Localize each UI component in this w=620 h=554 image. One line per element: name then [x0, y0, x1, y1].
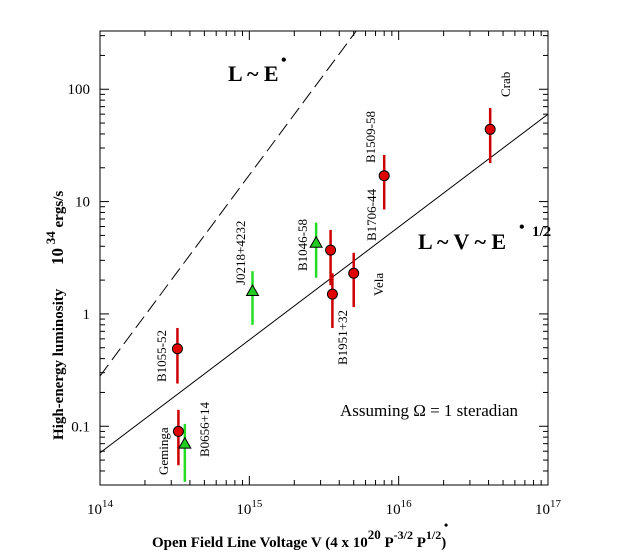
axis-ticks — [99, 31, 548, 486]
marker-vela — [348, 267, 360, 279]
solid-trend-line — [100, 113, 548, 454]
x-tick-label: 1014 — [87, 498, 114, 518]
y-tick-label: 1 — [83, 307, 91, 323]
x-axis-title: Open Field Line Voltage V (4 x 10 — [152, 535, 368, 551]
shallow-sup: 1/2 — [532, 224, 551, 240]
x-label-mid: P — [381, 535, 394, 551]
y-tick-label: 10 — [75, 195, 90, 211]
shallow-label: L ~ V ~ E — [418, 229, 506, 254]
point-label-j0218-4232: J0218+4232 — [233, 221, 248, 285]
marker-crab — [484, 123, 496, 135]
y-unit-base: 10 — [48, 248, 67, 265]
annotation-shallow: L ~ V ~ E • 1/2 — [418, 219, 551, 254]
x-tick-label: 1017 — [535, 498, 562, 518]
data-markers — [171, 123, 496, 449]
point-label-crab: Crab — [498, 72, 513, 97]
point-label-b0656-14: B0656+14 — [197, 401, 212, 457]
plot-frame — [99, 30, 549, 486]
y-axis-label: High-energy luminosity 10 34 ergs/s — [43, 191, 67, 440]
shallow-dot: • — [519, 219, 525, 236]
steep-label: L ~ E — [228, 61, 279, 86]
point-labels: Crab B1509-58 B1706-44 B1951+32 Vela B10… — [154, 72, 513, 475]
steep-dot: • — [281, 52, 287, 69]
point-label-vela: Vela — [371, 273, 386, 296]
point-label-b1509-58: B1509-58 — [363, 111, 378, 163]
x-label-end: ) — [441, 535, 446, 551]
marker-b1509-58 — [378, 170, 390, 182]
x-label-sup-1: 20 — [368, 527, 381, 542]
x-label-sup-2: -3/2 — [394, 528, 413, 542]
y-tick-label: 100 — [68, 82, 91, 98]
marker-b1055-52 — [171, 343, 183, 355]
marker-b1706-44 — [325, 244, 337, 256]
point-label-b1046-58: B1046-58 — [295, 219, 310, 271]
assumption-note: Assuming Ω = 1 steradian — [340, 401, 519, 420]
y-tick-labels: 0.1 1 10 100 — [68, 82, 91, 435]
point-label-geminga: Geminga — [156, 427, 171, 475]
marker-j0218-4232 — [245, 283, 260, 296]
x-tick-label: 1015 — [236, 498, 262, 518]
x-label-sup-3: 1/2 — [426, 528, 441, 542]
point-label-b1055-52: B1055-52 — [154, 330, 169, 382]
x-label-dot: • — [444, 518, 448, 532]
dashed-trend-line — [100, 31, 357, 377]
x-tick-labels: 1014 1015 1016 1017 — [87, 498, 562, 518]
x-axis-label: Open Field Line Voltage V (4 x 1020 P-3/… — [152, 527, 446, 551]
error-bars — [176, 108, 492, 482]
y-unit-exp: 34 — [43, 231, 58, 245]
marker-geminga — [172, 425, 184, 437]
y-unit-rest: ergs/s — [51, 191, 67, 228]
y-tick-label: 0.1 — [71, 419, 90, 435]
point-label-b1951-32: B1951+32 — [335, 310, 350, 365]
y-axis-title: High-energy luminosity — [51, 288, 67, 440]
x-label-mid-2: P — [413, 535, 426, 551]
svg-text:High-energy luminosity 1: High-energy luminosity 10 34 ergs/s — [43, 191, 67, 440]
trend-lines — [100, 31, 548, 454]
x-tick-label: 1016 — [386, 498, 413, 518]
marker-b1046-58 — [309, 235, 323, 248]
point-label-b1706-44: B1706-44 — [364, 189, 379, 242]
marker-b0656-14 — [177, 436, 192, 449]
annotation-steep: L ~ E • — [228, 52, 287, 86]
marker-b1951-32 — [326, 288, 338, 300]
